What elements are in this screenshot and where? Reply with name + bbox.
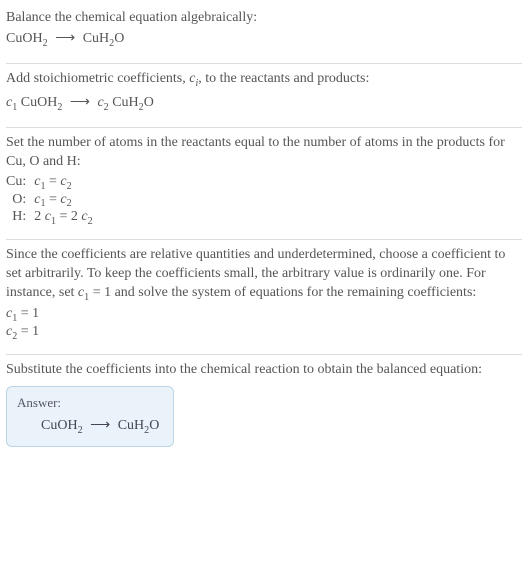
section-atom-balance: Set the number of atoms in the reactants… <box>6 128 522 240</box>
element-label: Cu: <box>6 174 34 192</box>
arrow-icon: ⟶ <box>51 31 79 46</box>
section-substitute: Substitute the coefficients into the che… <box>6 355 522 459</box>
table-row: O: c1 = c2 <box>6 192 99 210</box>
solution-line: c1 = 1 <box>6 306 522 324</box>
arrow-icon: ⟶ <box>86 418 114 433</box>
table-row: H: 2 c1 = 2 c2 <box>6 209 99 227</box>
section-balance-intro: Balance the chemical equation algebraica… <box>6 4 522 64</box>
intro-text: Balance the chemical equation algebraica… <box>6 10 522 26</box>
product: CuH2O <box>118 418 160 433</box>
section-add-coefficients: Add stoichiometric coefficients, ci, to … <box>6 64 522 128</box>
arrow-icon: ⟶ <box>66 95 94 110</box>
balanced-reaction: CuOH2 ⟶ CuH2O <box>17 417 159 436</box>
reaction-unbalanced: CuOH2 ⟶ CuH2O <box>6 28 522 51</box>
answer-label: Answer: <box>17 395 159 411</box>
reaction-with-coeff: c1 CuOH2 ⟶ c2 CuH2O <box>6 92 522 115</box>
equation-cell: c1 = c2 <box>34 174 98 192</box>
table-row: Cu: c1 = c2 <box>6 174 99 192</box>
reactant: CuOH2 <box>6 31 48 46</box>
reactant: CuOH2 <box>41 418 83 433</box>
equation-cell: 2 c1 = 2 c2 <box>34 209 98 227</box>
para-atom-balance: Set the number of atoms in the reactants… <box>6 134 522 172</box>
atom-equations-table: Cu: c1 = c2 O: c1 = c2 H: 2 c1 = 2 c2 <box>6 174 99 227</box>
para-add-coeff: Add stoichiometric coefficients, ci, to … <box>6 70 522 90</box>
para-substitute: Substitute the coefficients into the che… <box>6 361 522 380</box>
answer-box: Answer: CuOH2 ⟶ CuH2O <box>6 386 174 447</box>
equation-cell: c1 = c2 <box>34 192 98 210</box>
section-solve: Since the coefficients are relative quan… <box>6 240 522 355</box>
element-label: H: <box>6 209 34 227</box>
element-label: O: <box>6 192 34 210</box>
solution-line: c2 = 1 <box>6 324 522 342</box>
para-solve: Since the coefficients are relative quan… <box>6 246 522 304</box>
product: CuH2O <box>83 31 125 46</box>
